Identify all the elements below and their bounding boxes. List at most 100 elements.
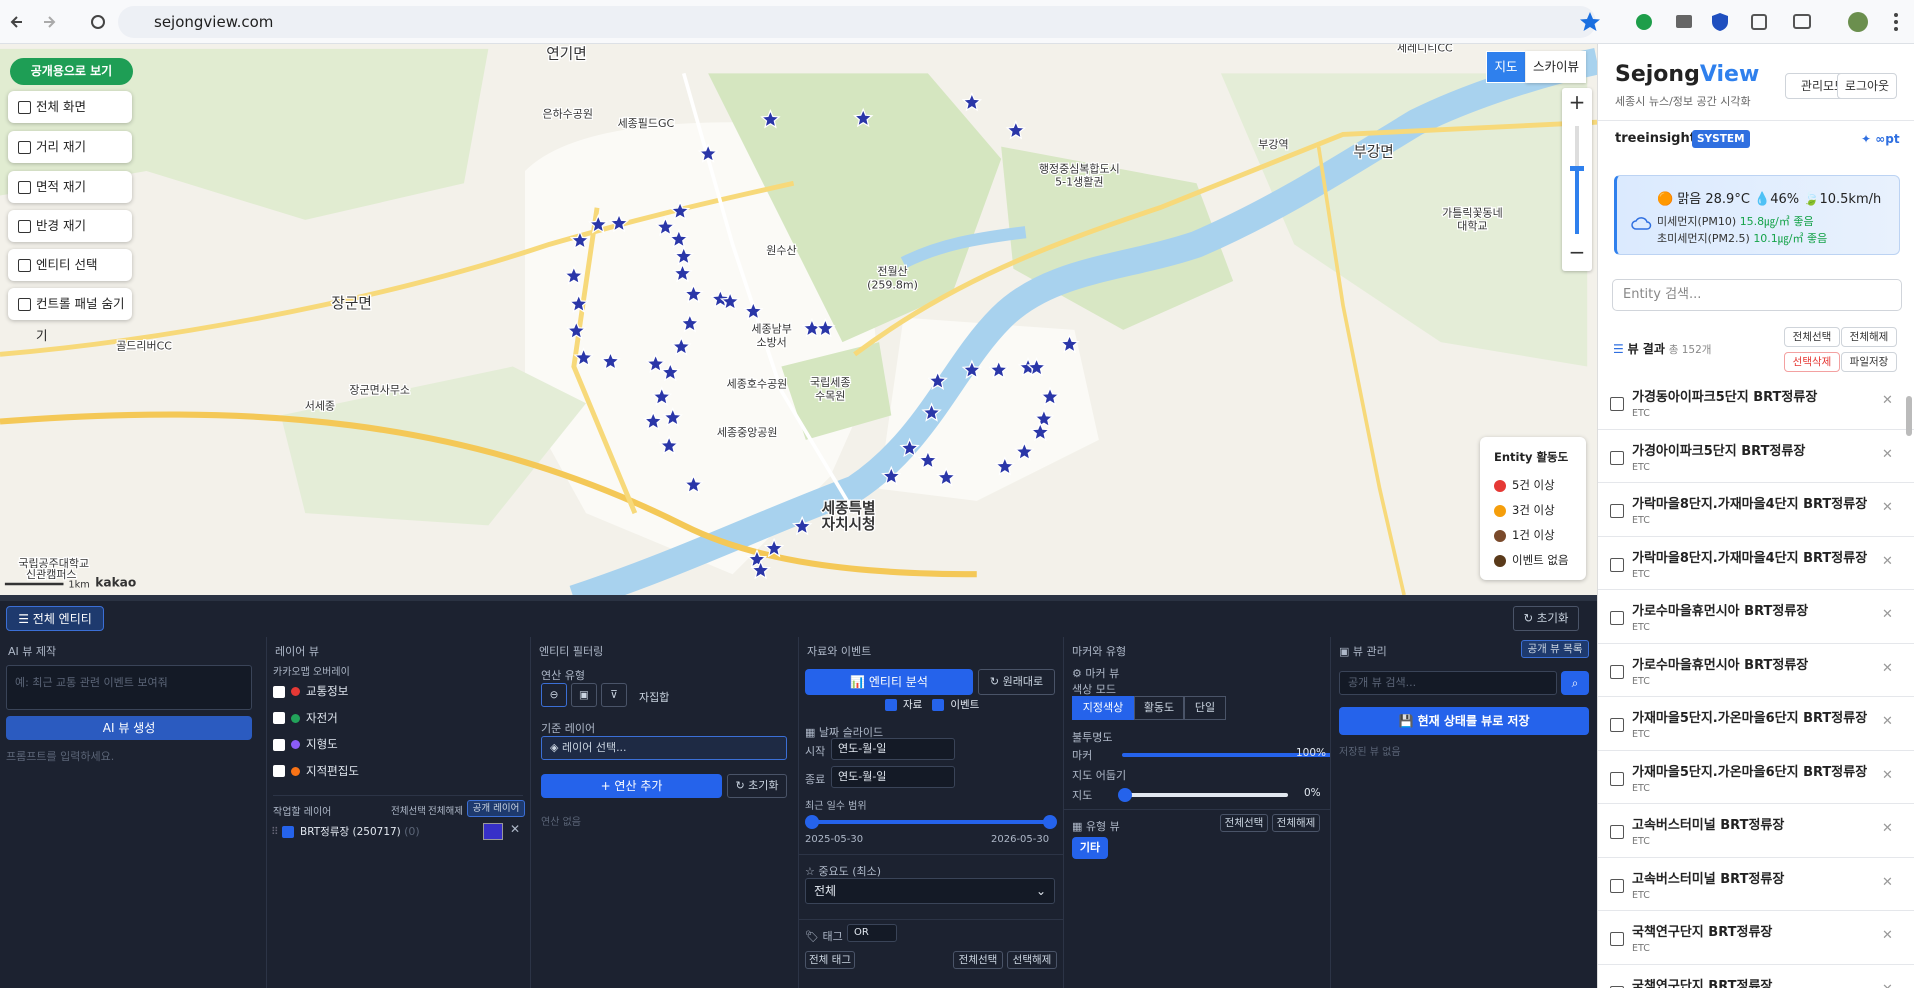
result-checkbox[interactable] bbox=[1610, 504, 1624, 518]
result-remove[interactable]: ✕ bbox=[1882, 714, 1893, 729]
result-remove[interactable]: ✕ bbox=[1882, 821, 1893, 836]
result-remove[interactable]: ✕ bbox=[1882, 660, 1893, 676]
map[interactable]: 연기면 장군면 부강면 원수산 전월산 (259.8m) 세종호수공원 국립세종 수목원 세종중앙… bbox=[0, 44, 1597, 595]
result-item[interactable]: 가재마을5단지.가온마을6단지 BRT정류장 ETC ✕ bbox=[1598, 751, 1914, 804]
result-checkbox[interactable] bbox=[1610, 878, 1624, 893]
result-checkbox[interactable] bbox=[1610, 825, 1624, 839]
weather-icon bbox=[1631, 217, 1652, 230]
result-action[interactable]: 전체해제 bbox=[1841, 327, 1897, 347]
result-item[interactable]: 고속버스터미널 BRT정류장 ETC ✕ bbox=[1598, 804, 1914, 858]
type-select-all[interactable]: 전체선택 bbox=[1220, 814, 1268, 832]
result-item[interactable]: 가락마을8단지.가재마을4단지 BRT정류장 ETC ✕ bbox=[1598, 537, 1914, 590]
overlay-option[interactable]: 자전거 bbox=[273, 710, 338, 726]
map-tool[interactable]: 면적 재기 bbox=[8, 171, 132, 203]
map-tool[interactable]: 전체 화면 bbox=[8, 91, 132, 123]
entity-marker bbox=[815, 317, 836, 338]
result-item[interactable]: 가로수마을휴먼시아 BRT정류장 ETC ✕ bbox=[1598, 644, 1914, 697]
all-tags[interactable]: 전체 태그 bbox=[805, 951, 855, 969]
result-remove[interactable]: ✕ bbox=[1882, 500, 1893, 515]
work-deselect-all[interactable]: 전체해제 bbox=[428, 806, 463, 817]
range-slider[interactable] bbox=[805, 815, 1057, 829]
all-entities-button[interactable]: ☰ 전체 엔티티 bbox=[6, 606, 104, 631]
ai-generate[interactable]: AI 뷰 생성 bbox=[6, 716, 252, 740]
dim-slider[interactable] bbox=[1118, 788, 1288, 802]
result-action[interactable]: 파일저장 bbox=[1841, 352, 1897, 372]
date-label: ▦ 날짜 슬라이드 bbox=[805, 726, 884, 739]
address-bar[interactable]: sejongview.com bbox=[118, 6, 1596, 38]
result-checkbox[interactable] bbox=[1610, 771, 1624, 786]
map-view-toggle[interactable]: 지도 bbox=[1486, 51, 1526, 83]
layer-name: BRT정류장 (250717) bbox=[300, 826, 401, 838]
opacity-slider[interactable] bbox=[1122, 753, 1330, 757]
result-checkbox[interactable] bbox=[1610, 450, 1624, 465]
result-remove[interactable]: ✕ bbox=[1882, 767, 1893, 783]
work-select-all[interactable]: 전체선택 bbox=[391, 806, 426, 817]
type-chip[interactable]: 기타 bbox=[1072, 837, 1108, 859]
result-remove[interactable]: ✕ bbox=[1882, 446, 1893, 462]
result-remove[interactable]: ✕ bbox=[1882, 982, 1893, 988]
result-remove[interactable]: ✕ bbox=[1882, 553, 1893, 569]
map-tool[interactable]: 반경 재기 bbox=[8, 210, 132, 242]
map-tool[interactable]: 컨트롤 패널 숨기기 bbox=[8, 288, 132, 343]
type-deselect-all[interactable]: 전체해제 bbox=[1272, 814, 1320, 832]
public-view-button[interactable]: 공개용으로 보기 bbox=[10, 58, 133, 85]
result-checkbox[interactable] bbox=[1610, 397, 1624, 411]
overlay-option[interactable]: 지적편집도 bbox=[273, 763, 359, 779]
view-search-button[interactable]: ⌕ bbox=[1561, 671, 1589, 695]
tag-text: 태그 bbox=[822, 930, 843, 943]
tag-deselect[interactable]: 선택해제 bbox=[1007, 951, 1057, 969]
legend-label: 3건 이상 bbox=[1512, 503, 1555, 517]
zoom-control[interactable]: + − bbox=[1562, 88, 1592, 271]
panel-reset[interactable]: ↻ 초기화 bbox=[1513, 606, 1579, 631]
result-action[interactable]: 전체선택 bbox=[1784, 327, 1840, 347]
result-action[interactable]: 선택삭제 bbox=[1784, 352, 1840, 372]
logout-button[interactable]: 로그아웃 bbox=[1837, 73, 1897, 99]
color-mode[interactable]: 지정색상 bbox=[1072, 696, 1134, 720]
result-item[interactable]: 가로수마을휴먼시아 BRT정류장 ETC ✕ bbox=[1598, 590, 1914, 644]
layer-select[interactable]: ◈ 레이어 선택... bbox=[541, 736, 787, 760]
result-item[interactable]: 가재마을5단지.가온마을6단지 BRT정류장 ETC ✕ bbox=[1598, 697, 1914, 751]
overlay-option[interactable]: 교통정보 bbox=[273, 683, 348, 699]
overlay-label: 지형도 bbox=[306, 737, 338, 751]
result-item[interactable]: 가경아이파크5단지 BRT정류장 ETC ✕ bbox=[1598, 430, 1914, 483]
result-checkbox[interactable] bbox=[1610, 718, 1624, 732]
start-date[interactable]: 연도-월-일 bbox=[831, 738, 955, 760]
result-remove[interactable]: ✕ bbox=[1882, 928, 1893, 943]
view-search[interactable]: 공개 뷰 검색... bbox=[1339, 671, 1557, 695]
result-item[interactable]: 가락마을8단지.가재마을4단지 BRT정류장 ETC ✕ bbox=[1598, 483, 1914, 537]
map-tool[interactable]: 거리 재기 bbox=[8, 131, 132, 163]
add-operation[interactable]: + 연산 추가 bbox=[541, 774, 722, 798]
end-date[interactable]: 연도-월-일 bbox=[831, 766, 955, 788]
skyview-toggle[interactable]: 스카이뷰 bbox=[1526, 51, 1586, 83]
result-checkbox[interactable] bbox=[1610, 557, 1624, 572]
tag-op[interactable]: OR bbox=[847, 924, 897, 942]
result-item[interactable]: 가경동아이파크5단지 BRT정류장 ETC ✕ bbox=[1598, 376, 1914, 430]
result-checkbox[interactable] bbox=[1610, 932, 1624, 946]
result-remove[interactable]: ✕ bbox=[1882, 874, 1893, 890]
result-checkbox[interactable] bbox=[1610, 664, 1624, 679]
result-remove[interactable]: ✕ bbox=[1882, 393, 1893, 408]
result-checkbox[interactable] bbox=[1610, 985, 1624, 988]
filter-reset[interactable]: ↻ 초기화 bbox=[727, 774, 787, 798]
tag-select-all[interactable]: 전체선택 bbox=[953, 951, 1003, 969]
public-view-list[interactable]: 공개 뷰 목록 bbox=[1521, 640, 1589, 658]
legend-item: 1건 이상 bbox=[1494, 527, 1555, 543]
restore[interactable]: ↻ 원래대로 bbox=[978, 669, 1055, 695]
ai-prompt[interactable]: 예: 최근 교통 관련 이벤트 보여줘 bbox=[6, 665, 252, 710]
importance-select[interactable]: 전체 ⌄ bbox=[805, 878, 1055, 904]
result-item[interactable]: 고속버스터미널 BRT정류장 ETC ✕ bbox=[1598, 858, 1914, 911]
entity-marker bbox=[588, 214, 609, 234]
result-checkbox[interactable] bbox=[1610, 611, 1624, 625]
entity-analysis[interactable]: 📊 엔티티 분석 bbox=[805, 669, 973, 695]
color-mode[interactable]: 활동도 bbox=[1134, 696, 1184, 720]
result-remove[interactable]: ✕ bbox=[1882, 607, 1893, 622]
public-layer-button[interactable]: 공개 레이어 bbox=[467, 800, 525, 817]
color-mode[interactable]: 단일 bbox=[1184, 696, 1226, 720]
overlay-option[interactable]: 지형도 bbox=[273, 736, 338, 752]
entity-search[interactable]: Entity 검색... bbox=[1612, 279, 1902, 311]
map-tool[interactable]: 엔티티 선택 bbox=[8, 249, 132, 281]
save-view[interactable]: 💾 현재 상태를 뷰로 저장 bbox=[1339, 707, 1589, 735]
